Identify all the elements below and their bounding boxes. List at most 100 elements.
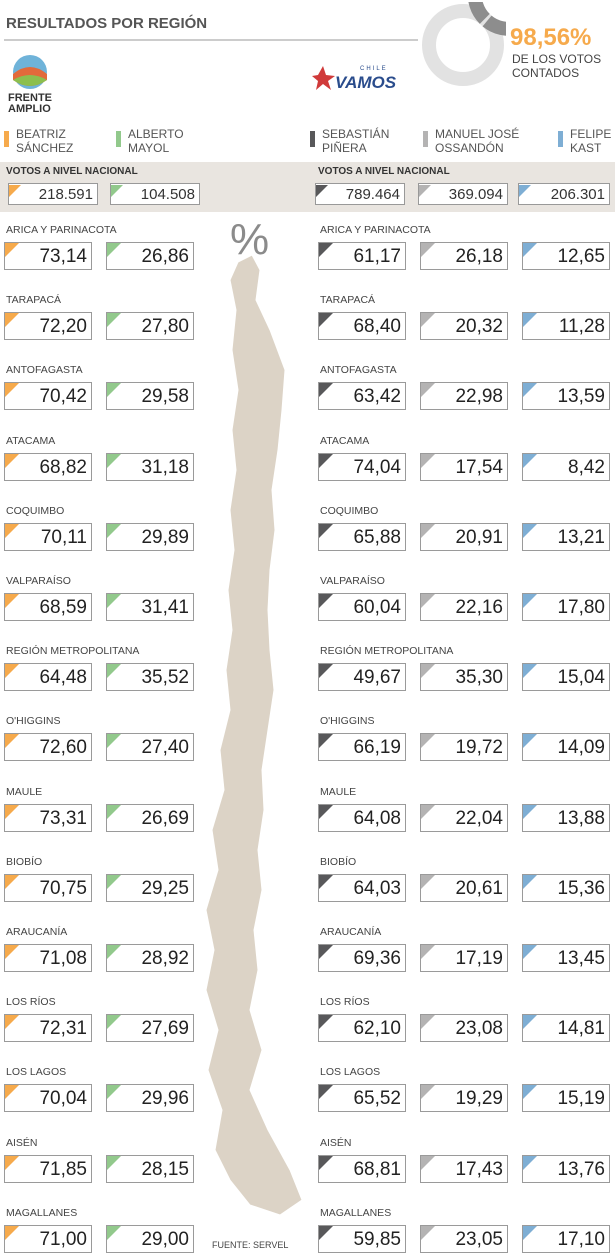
result-box: 22,16 bbox=[420, 593, 508, 621]
color-corner bbox=[523, 804, 537, 819]
result-value: 62,10 bbox=[353, 1018, 401, 1040]
color-corner bbox=[107, 243, 121, 257]
color-corner bbox=[421, 734, 435, 749]
counted-percent: 98,56% bbox=[510, 24, 592, 51]
coalition-left: FRENTE AMPLIO bbox=[8, 92, 52, 115]
result-box: 27,80 bbox=[106, 312, 194, 341]
region-name: MAGALLANES bbox=[6, 1206, 78, 1219]
color-corner bbox=[319, 1225, 333, 1240]
result-box: 66,19 bbox=[318, 733, 406, 762]
candidate-name: BEATRIZ SÁNCHEZ bbox=[16, 127, 74, 155]
color-corner bbox=[421, 664, 435, 679]
color-corner bbox=[319, 1155, 333, 1170]
region-name: LOS RÍOS bbox=[6, 996, 56, 1009]
result-box: 22,04 bbox=[420, 803, 508, 832]
color-corner bbox=[107, 1225, 121, 1240]
color-corner bbox=[5, 1225, 19, 1240]
color-corner bbox=[421, 874, 435, 889]
color-corner bbox=[5, 1085, 19, 1100]
color-corner bbox=[319, 313, 333, 328]
region-name: ATACAMA bbox=[6, 434, 56, 447]
color-corner bbox=[523, 734, 537, 749]
color-corner bbox=[523, 664, 537, 679]
region-name: AISÉN bbox=[6, 1136, 38, 1149]
result-box: 12,65 bbox=[522, 242, 610, 270]
color-corner bbox=[319, 804, 333, 819]
title: RESULTADOS POR REGIÓN bbox=[6, 15, 208, 32]
color-corner bbox=[421, 1015, 435, 1030]
result-box: 61,17 bbox=[318, 242, 406, 270]
result-value: 15,04 bbox=[557, 667, 605, 689]
color-corner bbox=[5, 874, 19, 889]
result-box: 71,08 bbox=[4, 944, 92, 972]
color-corner bbox=[5, 1155, 19, 1170]
result-value: 60,04 bbox=[353, 597, 401, 618]
result-box: 14,09 bbox=[522, 733, 610, 762]
region-name: VALPARAÍSO bbox=[6, 575, 71, 587]
result-value: 20,61 bbox=[455, 877, 503, 899]
color-corner bbox=[523, 874, 537, 889]
result-value: 19,72 bbox=[455, 737, 503, 759]
color-corner bbox=[5, 453, 19, 468]
color-corner bbox=[319, 594, 333, 608]
color-corner bbox=[107, 1085, 121, 1100]
color-corner bbox=[107, 1155, 121, 1170]
result-value: 49,67 bbox=[353, 667, 401, 689]
color-corner bbox=[107, 1085, 121, 1100]
color-corner bbox=[523, 804, 537, 819]
legend-swatch bbox=[4, 131, 9, 147]
result-box: 63,42 bbox=[318, 382, 406, 411]
color-corner bbox=[421, 804, 435, 819]
color-corner bbox=[107, 383, 121, 398]
result-value: 71,85 bbox=[39, 1158, 87, 1180]
color-corner bbox=[523, 523, 537, 538]
result-value: 70,11 bbox=[40, 526, 87, 548]
result-value: 14,09 bbox=[557, 737, 605, 759]
color-corner bbox=[319, 874, 333, 889]
result-box: 23,05 bbox=[420, 1224, 508, 1253]
color-corner bbox=[523, 1155, 537, 1170]
region-name: BIOBÍO bbox=[320, 855, 357, 868]
result-box: 17,80 bbox=[522, 593, 610, 621]
result-box: 19,72 bbox=[420, 733, 508, 762]
color-corner bbox=[421, 453, 435, 468]
color-corner bbox=[107, 243, 121, 257]
color-corner bbox=[523, 664, 537, 679]
color-corner bbox=[523, 383, 537, 398]
result-box: 71,85 bbox=[4, 1154, 92, 1183]
color-corner bbox=[421, 664, 435, 679]
color-corner bbox=[421, 1155, 435, 1170]
result-box: 31,18 bbox=[106, 452, 194, 481]
color-corner bbox=[319, 523, 333, 538]
color-corner bbox=[523, 1085, 537, 1100]
color-corner bbox=[319, 1015, 333, 1030]
region-name: ARICA Y PARINACOTA bbox=[6, 224, 117, 236]
result-box: 72,60 bbox=[4, 733, 92, 762]
color-corner bbox=[107, 1015, 121, 1030]
result-box: 17,54 bbox=[420, 452, 508, 481]
result-box: 20,32 bbox=[420, 312, 508, 341]
result-value: 29,58 bbox=[141, 386, 189, 408]
national-box: 206.301 bbox=[518, 183, 610, 205]
result-value: 19,29 bbox=[455, 1088, 503, 1110]
result-value: 26,18 bbox=[455, 246, 503, 267]
color-corner bbox=[107, 945, 121, 959]
result-value: 20,32 bbox=[455, 316, 503, 338]
color-corner bbox=[319, 453, 333, 468]
result-value: 64,03 bbox=[353, 877, 401, 899]
color-corner bbox=[421, 1225, 435, 1240]
result-value: 29,96 bbox=[141, 1088, 189, 1110]
color-corner bbox=[319, 243, 333, 257]
result-value: 35,52 bbox=[141, 667, 189, 689]
result-value: 13,45 bbox=[557, 948, 605, 969]
color-corner bbox=[421, 1015, 435, 1030]
color-corner bbox=[319, 594, 333, 608]
result-box: 68,81 bbox=[318, 1154, 406, 1183]
color-corner bbox=[5, 313, 19, 328]
national-votes: 218.591 bbox=[38, 186, 93, 203]
color-corner bbox=[5, 383, 19, 398]
color-corner bbox=[523, 1015, 537, 1030]
result-value: 70,04 bbox=[39, 1088, 87, 1110]
color-corner bbox=[107, 453, 121, 468]
